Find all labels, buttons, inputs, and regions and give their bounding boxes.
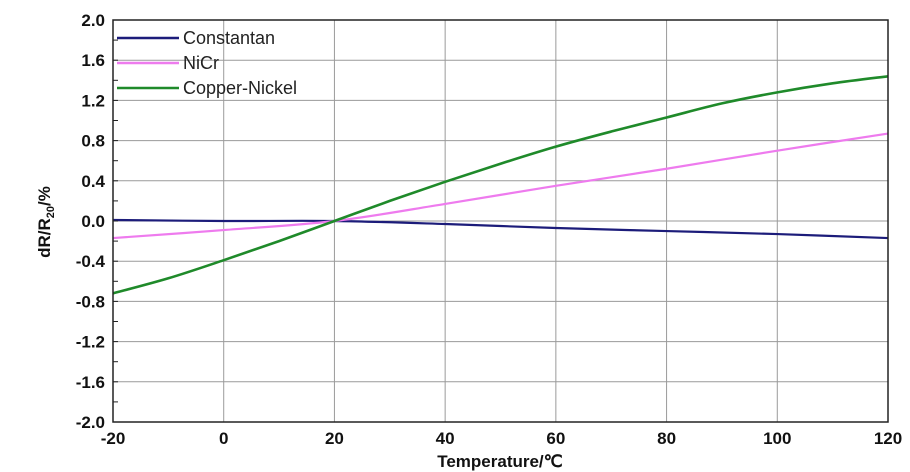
grid-lines bbox=[112, 19, 889, 423]
series-lines bbox=[112, 74, 889, 295]
series-line-nicr bbox=[112, 132, 889, 240]
x-tick-label: 40 bbox=[436, 429, 455, 448]
series-line-copper-nickel bbox=[112, 74, 889, 295]
legend-label-constantan: Constantan bbox=[183, 28, 275, 48]
y-tick-label: -1.6 bbox=[76, 373, 105, 392]
minor-ticks bbox=[113, 19, 118, 423]
svg-text:dR/R20/%: dR/R20/% bbox=[35, 186, 57, 258]
x-tick-label: 120 bbox=[874, 429, 902, 448]
y-tick-labels: 2.0 1.6 1.2 0.8 0.4 0.0 -0.4 -0.8 -1.2 -1.6 -2.0 bbox=[76, 11, 106, 432]
x-tick-label: 20 bbox=[325, 429, 344, 448]
x-axis-label: Temperature/℃ bbox=[437, 452, 563, 471]
y-tick-label: 1.6 bbox=[81, 51, 105, 70]
y-tick-label: -0.4 bbox=[76, 252, 106, 271]
y-axis-label: dR/R20/% bbox=[35, 186, 57, 258]
y-tick-label: 0.8 bbox=[81, 132, 105, 151]
y-tick-label: -0.8 bbox=[76, 292, 105, 311]
x-tick-label: 80 bbox=[657, 429, 676, 448]
legend: Constantan NiCr Copper-Nickel bbox=[117, 28, 297, 98]
y-axis-label-subscript: 20 bbox=[45, 206, 57, 218]
legend-label-nicr: NiCr bbox=[183, 53, 219, 73]
y-axis-label-suffix: /% bbox=[35, 186, 54, 206]
y-tick-label: 0.0 bbox=[81, 212, 105, 231]
y-tick-label: 0.4 bbox=[81, 172, 105, 191]
y-tick-label: -2.0 bbox=[76, 413, 105, 432]
legend-label-copper-nickel: Copper-Nickel bbox=[183, 78, 297, 98]
x-tick-label: 60 bbox=[546, 429, 565, 448]
x-tick-label: 0 bbox=[219, 429, 228, 448]
series-line-constantan bbox=[112, 218, 889, 240]
x-tick-labels: -20 0 20 40 60 80 100 120 bbox=[101, 429, 902, 448]
x-tick-label: 100 bbox=[763, 429, 791, 448]
y-tick-label: -1.2 bbox=[76, 333, 105, 352]
y-tick-label: 1.2 bbox=[81, 91, 105, 110]
y-axis-label-main: dR/R bbox=[35, 218, 54, 258]
x-tick-label: -20 bbox=[101, 429, 126, 448]
y-tick-label: 2.0 bbox=[81, 11, 105, 30]
